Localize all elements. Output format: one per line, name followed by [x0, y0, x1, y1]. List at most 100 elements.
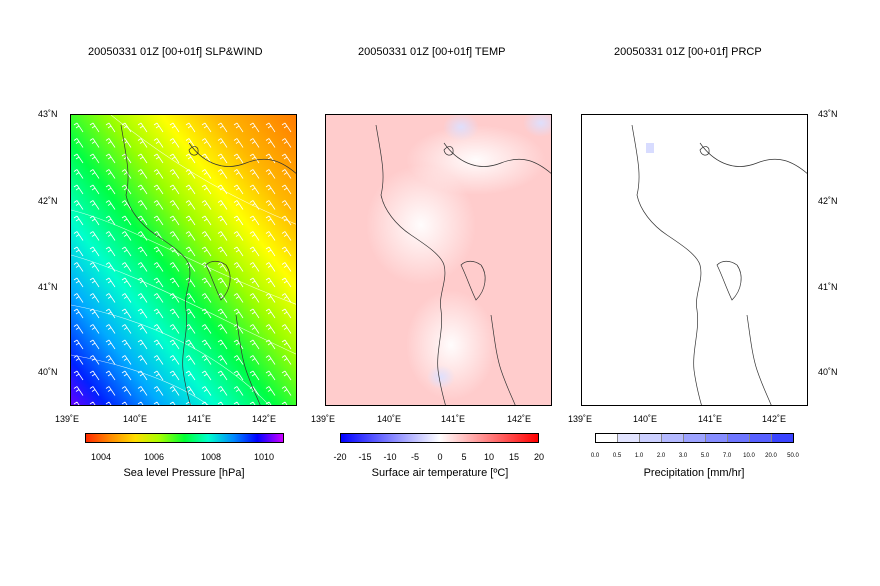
wind-barb	[169, 308, 180, 319]
wind-barb	[105, 169, 116, 179]
wind-barb	[105, 215, 116, 226]
wind-barb	[121, 231, 132, 241]
wind-barb	[249, 246, 260, 257]
temp-tick-10: 10	[483, 452, 495, 462]
lat-tick-43-right: 43˚N	[818, 109, 838, 119]
wind-barb	[281, 169, 292, 179]
wind-barb	[121, 215, 132, 226]
temp-tick-20: 20	[533, 452, 545, 462]
wind-barb	[105, 401, 112, 405]
wind-barb	[89, 153, 100, 164]
wind-barb	[153, 153, 164, 164]
wind-barb	[89, 138, 100, 148]
wind-barb	[105, 184, 116, 195]
prcp-tick-4: 3.0	[678, 453, 688, 459]
lon-tick-142-p3: 142˚E	[762, 414, 787, 424]
wind-barb	[249, 401, 256, 405]
prcp-tick-0: 0.0	[590, 453, 600, 459]
wind-barb	[233, 370, 244, 381]
wind-barb	[233, 262, 244, 272]
wind-barb	[249, 324, 260, 334]
wind-barb	[185, 339, 196, 350]
wind-barb	[217, 215, 228, 226]
wind-barb	[153, 324, 164, 334]
wind-barb	[121, 401, 128, 405]
wind-barb	[265, 153, 276, 164]
wind-barb	[89, 169, 100, 179]
slp-tick-1008: 1008	[200, 452, 222, 462]
wind-barb	[233, 324, 244, 334]
prcp-tick-2: 1.0	[634, 453, 644, 459]
wind-barb	[121, 246, 132, 257]
wind-barb	[249, 169, 260, 179]
wind-barb	[201, 277, 212, 288]
wind-barb	[233, 122, 244, 133]
wind-barb	[249, 200, 260, 210]
wind-barb	[249, 184, 260, 195]
wind-barb	[185, 355, 196, 365]
wind-barb	[265, 231, 276, 241]
wind-barb	[281, 293, 292, 303]
wind-barb	[105, 277, 116, 288]
wind-barb	[249, 370, 260, 381]
wind-barb	[281, 401, 288, 405]
wind-barb	[73, 215, 84, 226]
wind-barb	[217, 200, 228, 210]
wind-barb	[281, 370, 292, 381]
slp-tick-1004: 1004	[90, 452, 112, 462]
wind-barb	[169, 277, 180, 288]
wind-barb	[73, 246, 84, 257]
wind-barb	[105, 386, 116, 396]
lon-tick-140-p1: 140˚E	[123, 414, 148, 424]
wind-barb	[217, 153, 228, 164]
wind-barb	[153, 339, 164, 350]
wind-barb	[201, 169, 212, 179]
wind-barb	[201, 200, 212, 210]
wind-barb	[153, 293, 164, 303]
temp-tick-15: 15	[508, 452, 520, 462]
wind-barb	[185, 122, 196, 133]
temperature-map	[325, 114, 552, 406]
wind-barb	[137, 138, 148, 148]
wind-barb	[169, 262, 180, 272]
wind-barb	[137, 370, 148, 381]
wind-barb	[169, 169, 180, 179]
wind-barb	[249, 231, 260, 241]
wind-barb	[265, 200, 276, 210]
wind-barb	[89, 262, 100, 272]
wind-barb	[281, 215, 292, 226]
wind-barb	[265, 184, 276, 195]
wind-barb	[249, 277, 260, 288]
wind-barb	[137, 293, 148, 303]
lon-tick-141-p1: 141˚E	[187, 414, 212, 424]
wind-barb	[281, 277, 292, 288]
wind-barb	[153, 169, 164, 179]
wind-barb	[281, 231, 292, 241]
wind-barb	[201, 324, 212, 334]
wind-barb	[217, 386, 228, 396]
wind-barb	[281, 184, 292, 195]
panel-title-slp: 20050331 01Z [00+01f] SLP&WIND	[88, 46, 263, 58]
wind-barb	[185, 215, 196, 226]
wind-barb	[89, 401, 96, 405]
wind-barb	[265, 169, 276, 179]
wind-barb	[73, 169, 84, 179]
wind-barb	[89, 122, 100, 133]
wind-barb	[169, 386, 180, 396]
prcp-tick-7: 10.0	[743, 453, 755, 459]
wind-barb	[105, 122, 116, 133]
wind-barb	[169, 246, 180, 257]
wind-barb	[217, 355, 228, 365]
wind-barb	[233, 401, 240, 405]
prcp-tick-1: 0.5	[612, 453, 622, 459]
wind-barb	[89, 215, 100, 226]
wind-barb	[137, 169, 148, 179]
wind-barb	[153, 355, 164, 365]
wind-barb	[105, 138, 116, 148]
panel-title-prcp: 20050331 01Z [00+01f] PRCP	[614, 46, 762, 58]
wind-barb	[265, 308, 276, 319]
wind-barb	[73, 339, 84, 350]
slp-wind-map	[70, 114, 297, 406]
wind-barb	[201, 231, 212, 241]
wind-barb	[121, 355, 132, 365]
